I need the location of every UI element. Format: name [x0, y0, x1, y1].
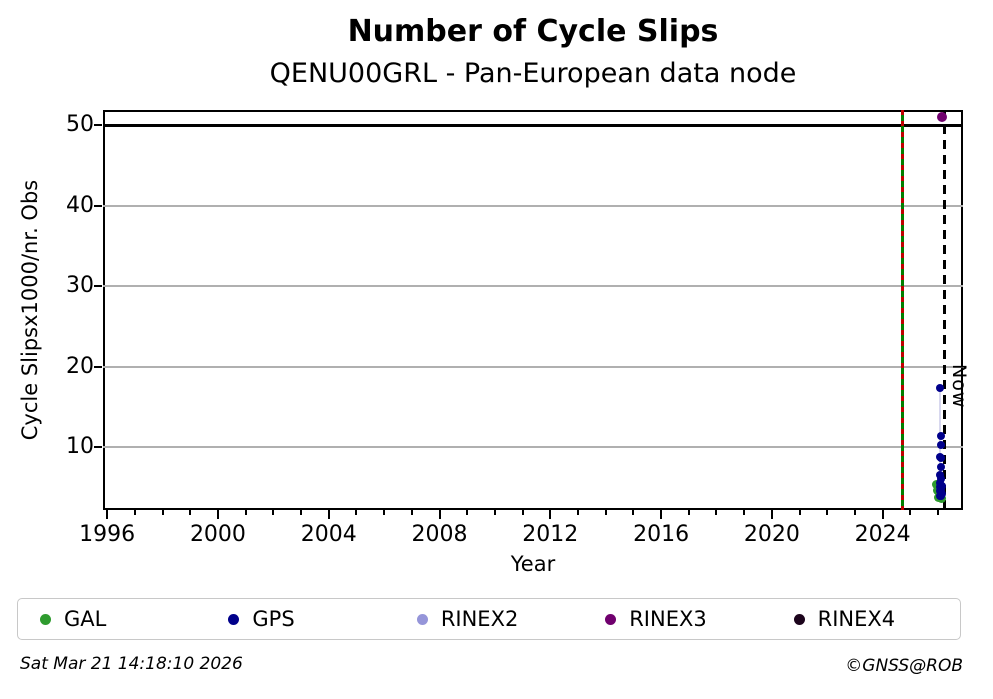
- x-tick-minor: [577, 510, 579, 515]
- x-tick-major: [660, 510, 663, 519]
- y-tick-label: 20: [66, 353, 94, 379]
- x-axis-label: Year: [510, 552, 556, 576]
- plot-timestamp: Sat Mar 21 14:18:10 2026: [20, 654, 243, 674]
- chart-subtitle: QENU00GRL - Pan-European data node: [269, 58, 797, 89]
- x-tick-minor: [743, 510, 746, 515]
- x-tick-label: 1996: [79, 522, 136, 547]
- legend-marker-rinex2-icon: [416, 613, 428, 625]
- legend-item-rinex3: RINEX3: [583, 607, 771, 631]
- threshold-line: [103, 123, 963, 127]
- legend-box: GAL GPS RINEX2 RINEX3 RINEX4: [17, 598, 961, 640]
- y-tick-label: 30: [66, 273, 94, 299]
- y-tick-label: 40: [66, 192, 94, 218]
- chart-title: Number of Cycle Slips: [347, 14, 719, 49]
- x-tick-minor: [466, 510, 469, 515]
- event-line-red-dashes: [901, 110, 905, 510]
- x-tick-major: [106, 510, 109, 519]
- x-tick-label: 2020: [743, 522, 800, 547]
- legend-marker-rinex4-icon: [793, 613, 805, 625]
- x-tick-minor: [133, 510, 136, 515]
- plot-area: [103, 110, 963, 510]
- legend-marker-rinex3-icon: [605, 613, 617, 625]
- data-point-gps: [937, 454, 946, 463]
- x-tick-minor: [355, 510, 358, 515]
- y-tick: [94, 124, 102, 127]
- x-tick-minor: [937, 510, 940, 515]
- data-point-gps: [936, 492, 944, 501]
- data-point-gps: [936, 384, 944, 393]
- x-tick-minor: [272, 510, 275, 515]
- x-tick-label: 2024: [854, 522, 911, 547]
- legend-item-gps: GPS: [206, 607, 394, 631]
- x-tick-minor: [853, 510, 856, 515]
- x-tick-label: 2016: [633, 522, 690, 547]
- legend-marker-gps-icon: [228, 613, 240, 625]
- grid-line: [103, 285, 963, 288]
- now-line-label: Now: [948, 364, 971, 409]
- grid-line: [103, 365, 963, 368]
- x-tick-minor: [909, 510, 912, 515]
- grid-line: [103, 204, 963, 207]
- x-tick-minor: [715, 510, 718, 515]
- x-tick-major: [327, 510, 330, 519]
- data-point-gps: [936, 470, 944, 479]
- now-line: [942, 110, 946, 510]
- y-tick: [94, 285, 102, 288]
- x-tick-label: 2004: [300, 522, 357, 547]
- x-tick-minor: [244, 510, 247, 515]
- y-tick: [94, 365, 102, 368]
- x-tick-minor: [798, 510, 801, 515]
- x-tick-minor: [493, 510, 496, 515]
- data-point-rinex3: [936, 112, 947, 123]
- x-tick-major: [549, 510, 552, 519]
- legend-label-gal: GAL: [64, 607, 107, 631]
- x-tick-minor: [604, 510, 607, 515]
- y-tick: [94, 204, 102, 207]
- legend-item-gal: GAL: [18, 607, 206, 631]
- x-tick-label: 2008: [411, 522, 468, 547]
- x-tick-major: [881, 510, 884, 519]
- data-point-gps: [937, 462, 946, 471]
- x-tick-minor: [300, 510, 303, 515]
- y-axis-label: Cycle Slipsx1000/nr. Obs: [18, 179, 42, 441]
- x-tick-label: 2000: [189, 522, 246, 547]
- legend-label-rinex4: RINEX4: [817, 607, 896, 631]
- x-tick-minor: [687, 510, 690, 515]
- x-tick-minor: [632, 510, 635, 515]
- copyright-credit: ©GNSS@ROB: [845, 656, 963, 676]
- x-tick-major: [438, 510, 441, 519]
- data-point-gps: [937, 431, 946, 440]
- y-tick-label: 50: [66, 112, 94, 138]
- x-tick-major: [770, 510, 773, 519]
- legend-label-rinex3: RINEX3: [629, 607, 707, 631]
- legend-item-rinex4: RINEX4: [772, 607, 960, 631]
- data-point-gps: [937, 440, 946, 449]
- y-tick-label: 10: [66, 434, 94, 460]
- grid-line: [103, 446, 963, 449]
- legend-label-rinex2: RINEX2: [440, 607, 519, 631]
- x-tick-major: [216, 510, 219, 519]
- legend-label-gps: GPS: [252, 607, 295, 631]
- x-tick-label: 2012: [522, 522, 579, 547]
- x-tick-minor: [383, 510, 386, 515]
- y-tick: [94, 446, 102, 449]
- x-tick-minor: [521, 510, 524, 515]
- x-tick-minor: [410, 510, 413, 515]
- x-tick-minor: [161, 510, 164, 515]
- x-tick-minor: [826, 510, 829, 515]
- legend-marker-gal-icon: [40, 613, 51, 625]
- x-tick-minor: [189, 510, 192, 515]
- legend-item-rinex2: RINEX2: [395, 607, 583, 631]
